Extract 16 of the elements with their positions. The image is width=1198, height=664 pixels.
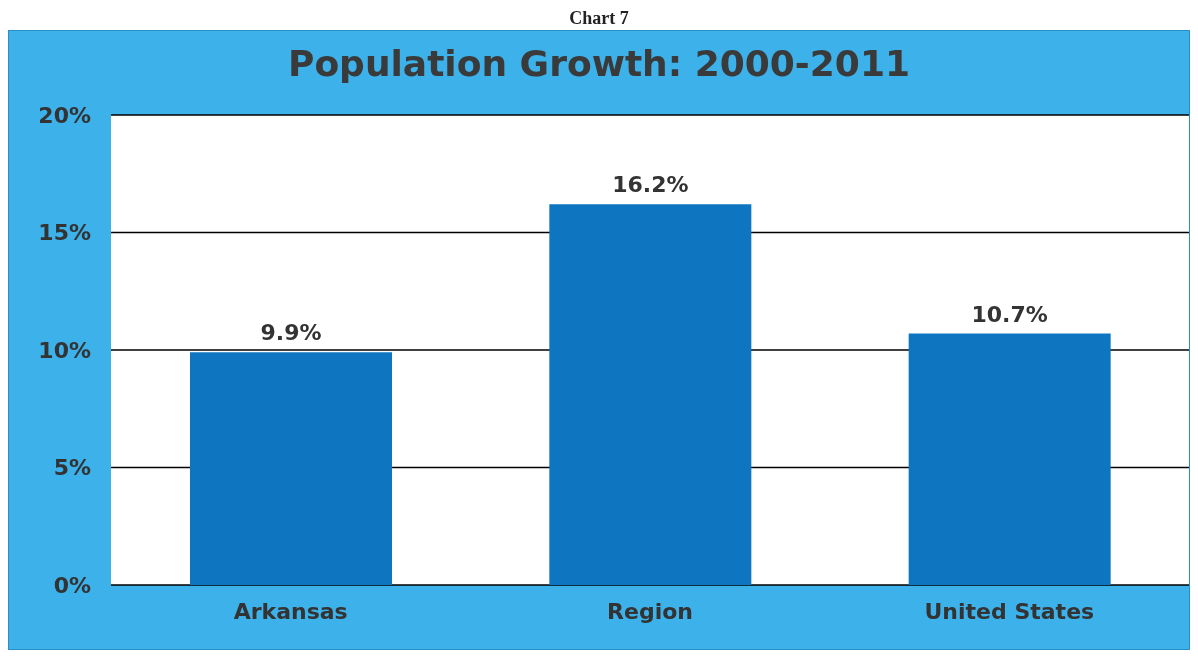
chart-title: Population Growth: 2000-2011 — [288, 43, 910, 84]
bar — [549, 204, 752, 585]
x-tick-label: Arkansas — [233, 598, 348, 624]
x-tick-label: United States — [924, 598, 1095, 624]
bar — [908, 333, 1111, 585]
data-label: 9.9% — [260, 320, 322, 346]
y-tick-label: 0% — [53, 572, 91, 598]
data-label: 10.7% — [971, 301, 1048, 327]
y-tick-label: 20% — [38, 102, 91, 128]
bar — [190, 352, 392, 585]
y-tick-label: 15% — [38, 220, 91, 246]
y-tick-label: 5% — [53, 455, 91, 481]
y-tick-label: 10% — [38, 337, 91, 363]
data-label: 16.2% — [612, 172, 689, 198]
x-tick-label: Region — [607, 598, 693, 624]
caption: Chart 7 — [568, 8, 630, 30]
